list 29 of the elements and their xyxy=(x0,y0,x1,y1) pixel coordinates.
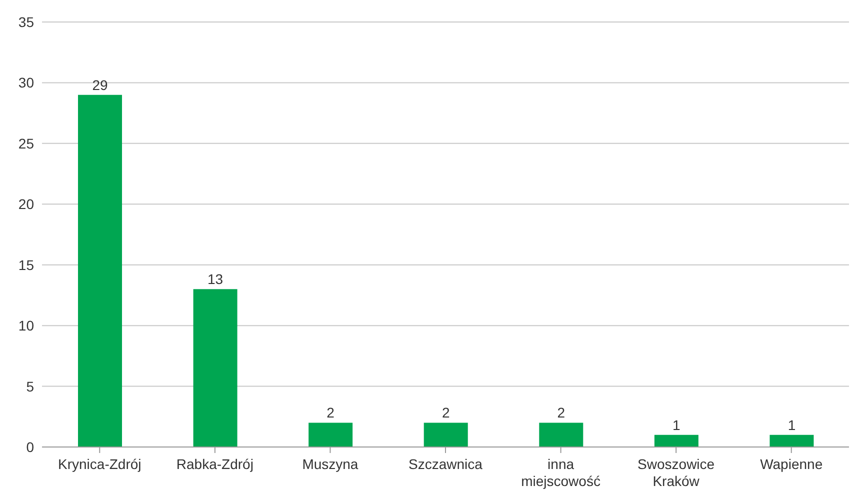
y-tick-label: 0 xyxy=(26,438,34,455)
y-tick-label: 30 xyxy=(18,74,34,91)
x-tick-label: Rabka-Zdrój xyxy=(176,456,254,472)
data-label: 2 xyxy=(557,404,566,421)
y-tick-label: 5 xyxy=(26,378,34,394)
y-tick-label: 10 xyxy=(18,318,34,334)
bar xyxy=(539,422,584,447)
y-tick-label: 15 xyxy=(18,256,34,273)
x-tick-label: Muszyna xyxy=(302,456,358,472)
data-label: 1 xyxy=(672,416,681,433)
x-tick-label: Szczawnica xyxy=(408,456,483,472)
bar xyxy=(424,422,468,447)
data-label: 1 xyxy=(788,416,796,433)
data-label: 2 xyxy=(326,404,335,421)
bar xyxy=(78,94,122,447)
bar xyxy=(654,434,698,447)
y-tick-label: 25 xyxy=(18,135,34,152)
x-tick-label: Wapienne xyxy=(760,456,823,472)
data-label: 13 xyxy=(207,271,224,288)
x-tick-label: Krynica-Zdrój xyxy=(58,456,142,472)
data-label: 2 xyxy=(442,404,450,421)
bar xyxy=(770,434,814,447)
y-tick-label: 35 xyxy=(18,14,34,30)
x-tick-label: inna miejscowość xyxy=(521,456,600,489)
x-tick-label: Swoszowice Kraków xyxy=(638,456,715,489)
bar xyxy=(193,289,238,447)
data-label: 29 xyxy=(92,76,108,93)
y-tick-label: 20 xyxy=(18,196,34,212)
bar xyxy=(308,422,353,447)
